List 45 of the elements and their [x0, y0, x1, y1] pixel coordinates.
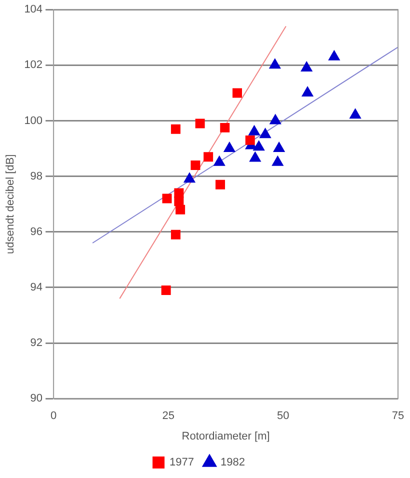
point	[248, 125, 260, 136]
point	[162, 194, 172, 204]
x-tick-label: 75	[392, 410, 404, 422]
legend-label: 1982	[220, 456, 245, 469]
point	[161, 285, 171, 295]
point	[204, 152, 214, 162]
point	[224, 142, 236, 152]
y-tick-label: 92	[30, 337, 43, 350]
y-tick-label: 96	[30, 226, 43, 238]
y-tick-label: 100	[24, 114, 43, 127]
point	[232, 88, 242, 98]
x-axis-title: Rotordiameter [m]	[182, 430, 270, 442]
point	[220, 122, 230, 132]
point	[245, 135, 255, 145]
point	[273, 142, 285, 152]
x-tick-label: 0	[50, 410, 57, 422]
y-tick-label: 102	[24, 59, 43, 72]
point	[216, 180, 226, 190]
point	[260, 128, 271, 138]
point	[300, 61, 312, 72]
point	[176, 204, 186, 214]
point	[190, 160, 200, 170]
point	[170, 124, 180, 134]
point	[249, 152, 261, 162]
point	[270, 114, 282, 124]
y-tick-label: 90	[30, 392, 43, 405]
point	[328, 50, 340, 60]
point	[269, 58, 281, 69]
y-tick-label: 94	[30, 281, 43, 294]
point	[350, 108, 361, 119]
y-axis-title: udsendt decibel [dB]	[4, 154, 17, 254]
point	[174, 196, 184, 206]
y-tick-label: 98	[30, 170, 43, 182]
point	[302, 86, 314, 96]
x-tick-label: 50	[277, 410, 290, 422]
y-tick-label: 104	[24, 4, 43, 16]
legend-label: 1977	[170, 456, 194, 469]
point	[195, 118, 205, 128]
point	[174, 188, 184, 198]
x-tick-label: 25	[162, 410, 174, 422]
point	[170, 230, 180, 240]
point	[214, 156, 226, 166]
point	[272, 156, 284, 166]
point	[253, 140, 265, 151]
point	[184, 172, 196, 183]
